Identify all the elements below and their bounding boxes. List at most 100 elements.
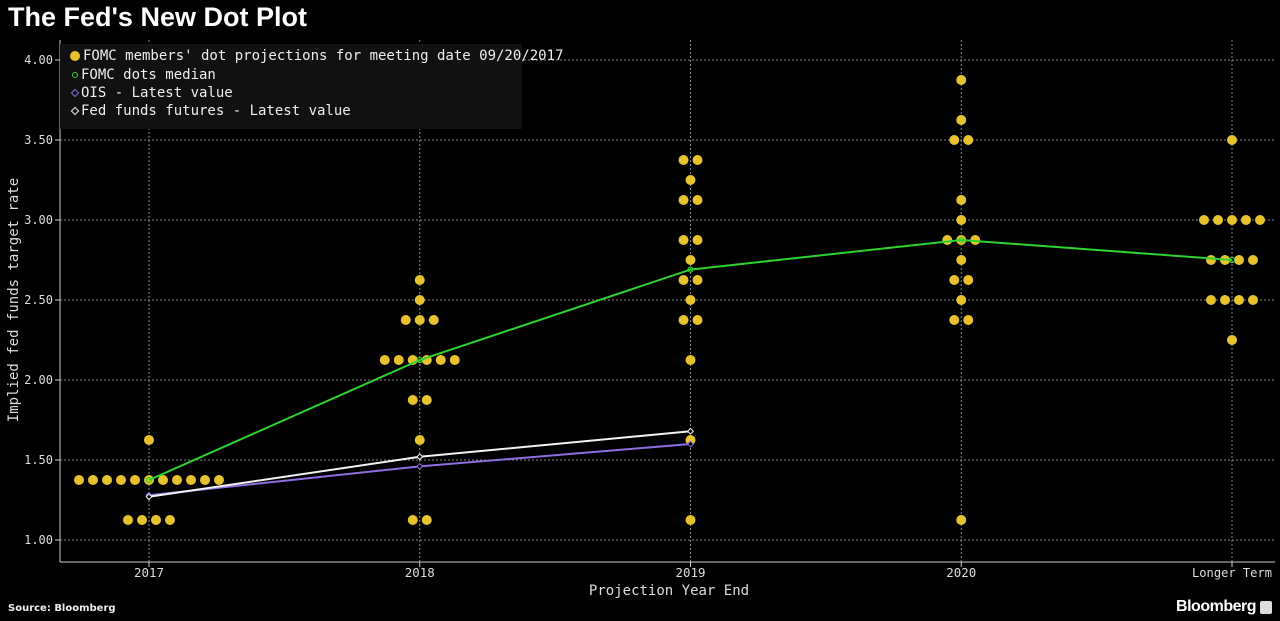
fomc-dot bbox=[1220, 295, 1230, 305]
y-tick-label: 2.50 bbox=[24, 293, 53, 307]
fomc-dot bbox=[1227, 215, 1237, 225]
legend-diamond-icon bbox=[70, 106, 80, 116]
legend-label: Fed funds futures - Latest value bbox=[81, 103, 351, 119]
legend-item-ois: OIS - Latest value bbox=[70, 85, 233, 101]
fomc-dot bbox=[414, 435, 425, 445]
fomc-dot bbox=[1248, 295, 1258, 305]
fomc-dot bbox=[949, 315, 960, 325]
fomc-dot bbox=[685, 355, 696, 365]
fomc-dot bbox=[678, 315, 689, 325]
median-marker bbox=[416, 356, 423, 364]
median-marker bbox=[687, 266, 694, 273]
bloomberg-chart-icon bbox=[1260, 601, 1272, 614]
fomc-dot bbox=[685, 295, 696, 305]
page-title: The Fed's New Dot Plot bbox=[8, 2, 307, 32]
series-marker bbox=[686, 440, 695, 448]
series-marker bbox=[145, 493, 153, 501]
fomc-dot bbox=[428, 315, 439, 325]
fomc-dot bbox=[137, 515, 147, 525]
fomc-dot bbox=[414, 295, 425, 305]
fomc-dot bbox=[956, 215, 967, 225]
fomc-dot bbox=[956, 75, 967, 85]
fomc-dot bbox=[963, 135, 974, 145]
x-axis-label: Projection Year End bbox=[589, 583, 749, 599]
median-marker bbox=[958, 236, 965, 244]
fomc-dot bbox=[678, 275, 689, 285]
fomc-dot bbox=[123, 515, 133, 525]
fomc-dot bbox=[963, 315, 974, 325]
series-marker bbox=[686, 427, 695, 435]
fomc-dot bbox=[685, 255, 696, 265]
fomc-dot bbox=[949, 135, 960, 145]
fomc-dot bbox=[692, 195, 703, 205]
fomc-dot bbox=[942, 235, 953, 245]
series-line-1 bbox=[148, 238, 1233, 481]
legend-item-futures: Fed funds futures - Latest value bbox=[70, 103, 351, 119]
legend-label: FOMC members' dot projections for meetin… bbox=[83, 48, 564, 64]
fomc-dot bbox=[949, 275, 960, 285]
fomc-dot bbox=[449, 355, 460, 365]
fomc-dot bbox=[685, 175, 696, 185]
fomc-dot bbox=[678, 195, 689, 205]
fomc-dot bbox=[1213, 215, 1223, 225]
y-tick-label: 4.00 bbox=[24, 53, 53, 67]
legend: FOMC members' dot projections for meetin… bbox=[60, 44, 563, 129]
fomc-dot bbox=[116, 475, 126, 485]
x-tick-label: Longer Term bbox=[1192, 566, 1272, 580]
fomc-dot bbox=[421, 395, 432, 405]
fomc-dot bbox=[130, 475, 140, 485]
fomc-dot bbox=[379, 355, 390, 365]
y-tick-label: 1.00 bbox=[24, 533, 53, 547]
fomc-dot bbox=[692, 315, 703, 325]
fomc-dot bbox=[1255, 215, 1265, 225]
fomc-dot bbox=[678, 155, 689, 165]
y-axis-label: Implied fed funds target rate bbox=[6, 178, 22, 422]
fomc-dot bbox=[393, 355, 404, 365]
fomc-dot bbox=[200, 475, 210, 485]
fomc-dot bbox=[956, 115, 967, 125]
legend-label: OIS - Latest value bbox=[81, 85, 233, 101]
brand-logo: Bloomberg bbox=[1176, 598, 1256, 615]
x-tick-label: 2018 bbox=[405, 566, 435, 580]
x-tick-label: 2019 bbox=[676, 566, 706, 580]
fomc-dot bbox=[692, 155, 703, 165]
fomc-dot bbox=[1234, 295, 1244, 305]
fomc-dot bbox=[102, 475, 112, 485]
fomc-dot bbox=[414, 275, 425, 285]
legend-item-dots: FOMC members' dot projections for meetin… bbox=[70, 48, 564, 64]
fomc-dot bbox=[1234, 255, 1244, 265]
legend-circle-icon bbox=[72, 72, 78, 78]
legend-dot-icon bbox=[70, 51, 80, 61]
fomc-dot bbox=[678, 235, 689, 245]
fomc-dot bbox=[144, 435, 154, 445]
y-tick-label: 2.00 bbox=[24, 373, 53, 387]
fomc-dot bbox=[165, 515, 175, 525]
legend-diamond-icon bbox=[70, 88, 80, 98]
fomc-dot bbox=[1227, 135, 1237, 145]
fomc-dot bbox=[172, 475, 182, 485]
fomc-dot bbox=[956, 195, 967, 205]
fomc-dot bbox=[692, 235, 703, 245]
fomc-dot bbox=[158, 475, 168, 485]
fomc-dot bbox=[956, 515, 967, 525]
source-note: Source: Bloomberg bbox=[8, 603, 116, 614]
fomc-dot bbox=[421, 515, 432, 525]
fomc-dot bbox=[970, 235, 981, 245]
fomc-dot bbox=[1241, 215, 1251, 225]
fomc-dot bbox=[685, 435, 696, 445]
fomc-dot bbox=[1227, 335, 1237, 345]
median-marker bbox=[1228, 256, 1236, 264]
fomc-dot bbox=[685, 515, 696, 525]
fomc-dot bbox=[1199, 215, 1209, 225]
legend-item-median: FOMC dots median bbox=[72, 67, 216, 83]
fomc-dot bbox=[1248, 255, 1258, 265]
series-marker bbox=[416, 462, 424, 470]
fomc-dot bbox=[692, 275, 703, 285]
fomc-dot bbox=[956, 295, 967, 305]
fomc-dot bbox=[74, 475, 84, 485]
fomc-dot bbox=[407, 515, 418, 525]
median-marker bbox=[145, 476, 153, 484]
fomc-dot bbox=[400, 315, 411, 325]
fomc-dot bbox=[407, 395, 418, 405]
fomc-dot bbox=[151, 515, 161, 525]
